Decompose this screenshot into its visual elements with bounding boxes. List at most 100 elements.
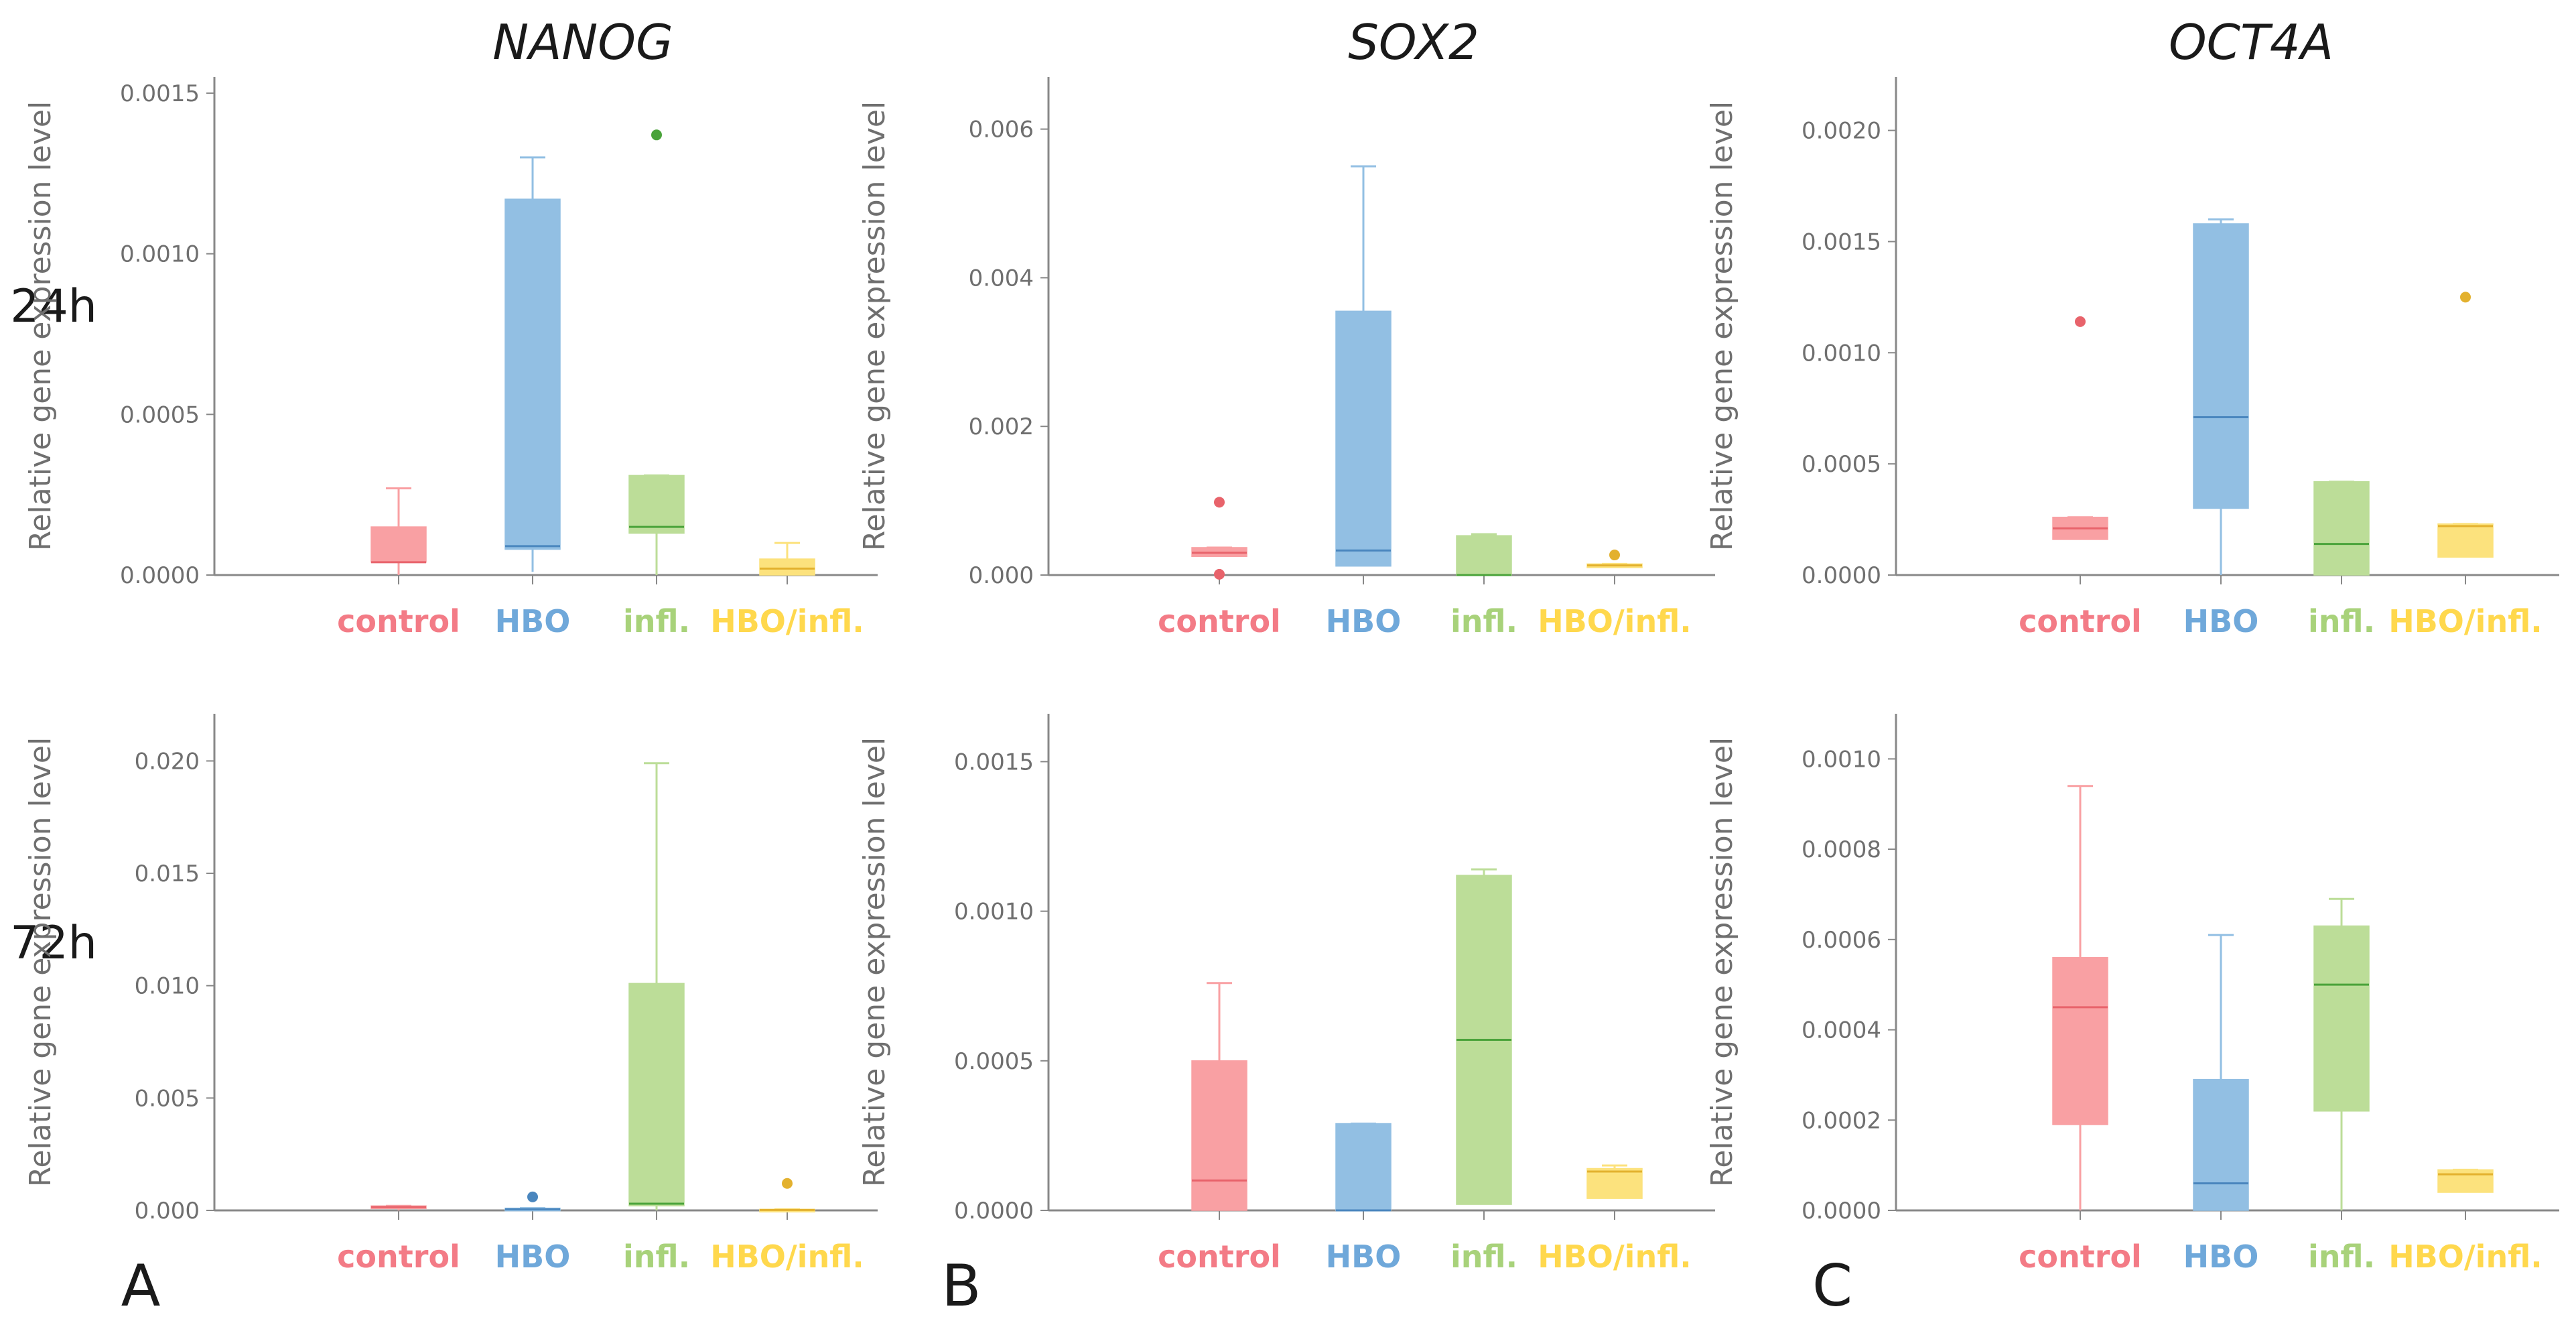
category-label: control: [1158, 1239, 1281, 1275]
category-label: infl.: [623, 603, 690, 639]
box-hboinfl: HBO/infl.: [1538, 550, 1692, 639]
category-label: HBO/infl.: [2388, 603, 2543, 639]
category-label: HBO: [2183, 603, 2259, 639]
box-hboinfl: HBO/infl.: [2388, 292, 2543, 639]
y-tick-label: 0.002: [969, 414, 1034, 440]
y-tick-label: 0.0008: [1802, 836, 1881, 863]
y-tick-label: 0.004: [969, 265, 1034, 292]
outlier-point: [1609, 550, 1620, 561]
category-label: HBO: [1326, 603, 1402, 639]
y-tick-label: 0.010: [135, 973, 200, 1000]
category-label: HBO/infl.: [1538, 603, 1692, 639]
box-iqr: [1191, 1060, 1247, 1211]
y-tick-label: 0.0000: [120, 562, 200, 589]
y-tick-label: 0.005: [135, 1085, 200, 1112]
y-axis-label: Relative gene expression level: [858, 101, 892, 551]
panel-oct4a-72h: 0.0000 0.0002 0.0004 0.0006 0.0008 0.0010 Rela…: [1705, 714, 2559, 1275]
y-tick-label: 0.0015: [954, 749, 1034, 775]
box-control: control: [1158, 497, 1281, 639]
y-tick-label: 0.0020: [1802, 118, 1881, 145]
y-tick-label: 0.0015: [1802, 229, 1881, 255]
box-iqr: [628, 475, 685, 534]
y-tick-label: 0.020: [135, 748, 200, 775]
box-control: control: [1158, 982, 1281, 1275]
box-iqr: [2437, 1169, 2494, 1193]
box-control: control: [337, 487, 460, 639]
row-label-72h: 72h: [10, 917, 97, 970]
box-iqr: [1335, 310, 1392, 567]
box-iqr: [1335, 1123, 1392, 1211]
row-label-24h: 24h: [10, 280, 97, 333]
panel-label-b: B: [942, 1253, 981, 1320]
panel-nanog-72h: 0.000 0.005 0.010 0.015 0.020 Relative gene e…: [23, 714, 878, 1275]
box-hbo: HBO: [2183, 934, 2259, 1275]
category-label: HBO: [1326, 1239, 1402, 1275]
category-label: HBO/infl.: [2388, 1239, 2543, 1275]
box-hboinfl: HBO/infl.: [710, 1178, 864, 1275]
box-hboinfl: HBO/infl.: [1538, 1164, 1692, 1275]
category-label: infl.: [1450, 603, 1517, 639]
box-hbo: HBO: [2183, 218, 2259, 639]
box-iqr: [2193, 223, 2249, 509]
box-control: control: [2019, 316, 2142, 639]
box-infl: infl.: [1450, 868, 1517, 1275]
category-label: control: [337, 603, 460, 639]
row-labels: 24h 72h: [10, 280, 97, 970]
box-iqr: [2193, 1078, 2249, 1211]
y-tick-label: 0.0010: [1802, 340, 1881, 367]
category-label: HBO: [2183, 1239, 2259, 1275]
panel-labels: A B C: [121, 1253, 1852, 1320]
box-hbo: HBO: [495, 156, 570, 639]
outlier-point: [651, 129, 662, 141]
y-tick-label: 0.015: [135, 861, 200, 887]
y-tick-label: 0.0010: [120, 241, 200, 268]
box-infl: infl.: [1450, 533, 1517, 639]
box-iqr: [628, 983, 685, 1207]
gene-title-sox2: SOX2: [1348, 14, 1479, 70]
y-tick-label: 0.0005: [120, 401, 200, 428]
panel-label-c: C: [1812, 1253, 1852, 1320]
y-tick-label: 0.0015: [120, 80, 200, 107]
box-iqr: [504, 198, 561, 550]
plots: 0.0000 0.0005 0.0010 0.0015 Relative gene ex…: [23, 77, 2559, 1275]
gene-title-oct4a: OCT4A: [2169, 14, 2333, 70]
y-tick-label: 0.000: [969, 562, 1034, 589]
box-iqr: [370, 526, 427, 563]
y-axis-label: Relative gene expression level: [1705, 101, 1739, 551]
box-infl: infl.: [623, 762, 690, 1275]
category-label: HBO/infl.: [1538, 1239, 1692, 1275]
y-tick-label: 0.0004: [1802, 1017, 1881, 1044]
y-tick-label: 0.0000: [1802, 1198, 1881, 1224]
category-label: infl.: [2308, 1239, 2375, 1275]
outlier-point: [1214, 497, 1225, 508]
box-iqr: [759, 558, 815, 576]
outlier-point: [782, 1178, 793, 1189]
y-tick-label: 0.000: [135, 1198, 200, 1224]
y-tick-label: 0.006: [969, 117, 1034, 143]
category-label: infl.: [1450, 1239, 1517, 1275]
outlier-point: [2075, 316, 2086, 327]
category-label: infl.: [623, 1239, 690, 1275]
category-label: HBO/infl.: [710, 603, 864, 639]
box-infl: infl.: [2308, 481, 2375, 639]
outlier-point: [527, 1191, 538, 1202]
y-tick-label: 0.0005: [1802, 451, 1881, 478]
y-axis-label: Relative gene expression level: [1705, 737, 1739, 1187]
y-axis-label: Relative gene expression level: [858, 737, 892, 1187]
panel-sox2-72h: 0.0000 0.0005 0.0010 0.0015 Relative gene ex…: [858, 714, 1715, 1275]
y-tick-label: 0.0000: [954, 1198, 1034, 1224]
y-axis-label: Relative gene expression level: [23, 101, 58, 551]
box-iqr: [1586, 1168, 1643, 1199]
box-hboinfl: HBO/infl.: [2388, 1168, 2543, 1275]
box-control: control: [337, 1204, 460, 1275]
panel-label-a: A: [121, 1253, 161, 1320]
y-tick-label: 0.0002: [1802, 1107, 1881, 1134]
box-iqr: [2052, 957, 2108, 1125]
y-tick-label: 0.0000: [1802, 562, 1881, 589]
y-tick-label: 0.0010: [954, 899, 1034, 926]
box-control: control: [2019, 785, 2142, 1275]
y-tick-label: 0.0006: [1802, 927, 1881, 954]
box-hboinfl: HBO/infl.: [710, 542, 864, 639]
box-infl: infl.: [623, 129, 690, 639]
